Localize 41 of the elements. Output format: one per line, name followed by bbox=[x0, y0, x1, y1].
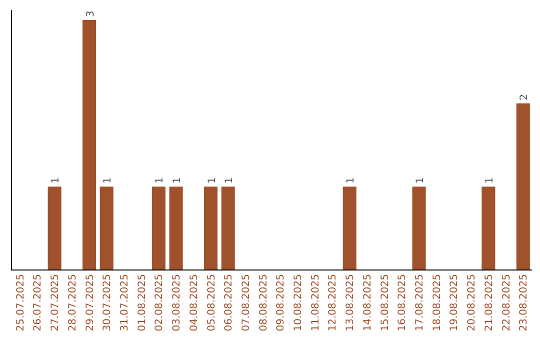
x-tick-label: 17.08.2025 bbox=[414, 274, 426, 332]
x-tick-label: 08.08.2025 bbox=[258, 274, 270, 332]
x-tick-label: 03.08.2025 bbox=[172, 274, 183, 332]
x-tick-label: 27.07.2025 bbox=[50, 274, 62, 332]
data-label: 1 bbox=[346, 177, 357, 184]
data-label: 1 bbox=[224, 177, 236, 184]
x-tick-label: 09.08.2025 bbox=[276, 274, 287, 332]
x-tick-label: 14.08.2025 bbox=[362, 274, 374, 332]
x-tick-label: 13.08.2025 bbox=[345, 274, 356, 332]
data-label: 1 bbox=[415, 177, 426, 184]
x-tick-label: 10.08.2025 bbox=[293, 274, 304, 332]
x-tick-label: 15.08.2025 bbox=[380, 274, 391, 332]
x-tick-label: 04.08.2025 bbox=[188, 274, 200, 332]
x-tick-label: 02.08.2025 bbox=[154, 274, 166, 332]
x-tick-label: 29.07.2025 bbox=[84, 274, 96, 332]
x-tick-label: 22.08.2025 bbox=[501, 274, 512, 332]
data-label: 1 bbox=[102, 177, 114, 184]
x-tick-label: 05.08.2025 bbox=[206, 274, 218, 332]
data-label: 1 bbox=[154, 177, 166, 184]
data-label: 1 bbox=[484, 177, 496, 184]
x-tick-label: 30.07.2025 bbox=[102, 274, 114, 332]
x-tick-label: 16.08.2025 bbox=[397, 274, 408, 332]
x-tick-label: 31.07.2025 bbox=[119, 274, 130, 332]
x-tick-label: 19.08.2025 bbox=[449, 274, 460, 332]
x-tick-label: 28.07.2025 bbox=[67, 274, 78, 332]
data-label: 1 bbox=[172, 177, 184, 184]
x-tick-label: 18.08.2025 bbox=[432, 274, 443, 332]
x-tick-label: 01.08.2025 bbox=[136, 274, 148, 332]
x-tick-label: 07.08.2025 bbox=[240, 274, 252, 332]
x-tick-label: 26.07.2025 bbox=[32, 274, 44, 332]
x-tick-label: 11.08.2025 bbox=[310, 274, 322, 332]
x-tick-label: 06.08.2025 bbox=[224, 274, 235, 332]
data-label: 1 bbox=[206, 177, 218, 184]
data-label: 3 bbox=[85, 10, 96, 17]
x-tick-label: 12.08.2025 bbox=[328, 274, 339, 332]
data-label: 2 bbox=[519, 94, 530, 100]
x-tick-label: 21.08.2025 bbox=[484, 274, 495, 332]
x-tick-label: 20.08.2025 bbox=[466, 274, 478, 332]
x-tick-label: 25.07.2025 bbox=[15, 274, 26, 332]
x-tick-label: 23.08.2025 bbox=[518, 274, 530, 332]
data-label: 1 bbox=[50, 177, 62, 184]
